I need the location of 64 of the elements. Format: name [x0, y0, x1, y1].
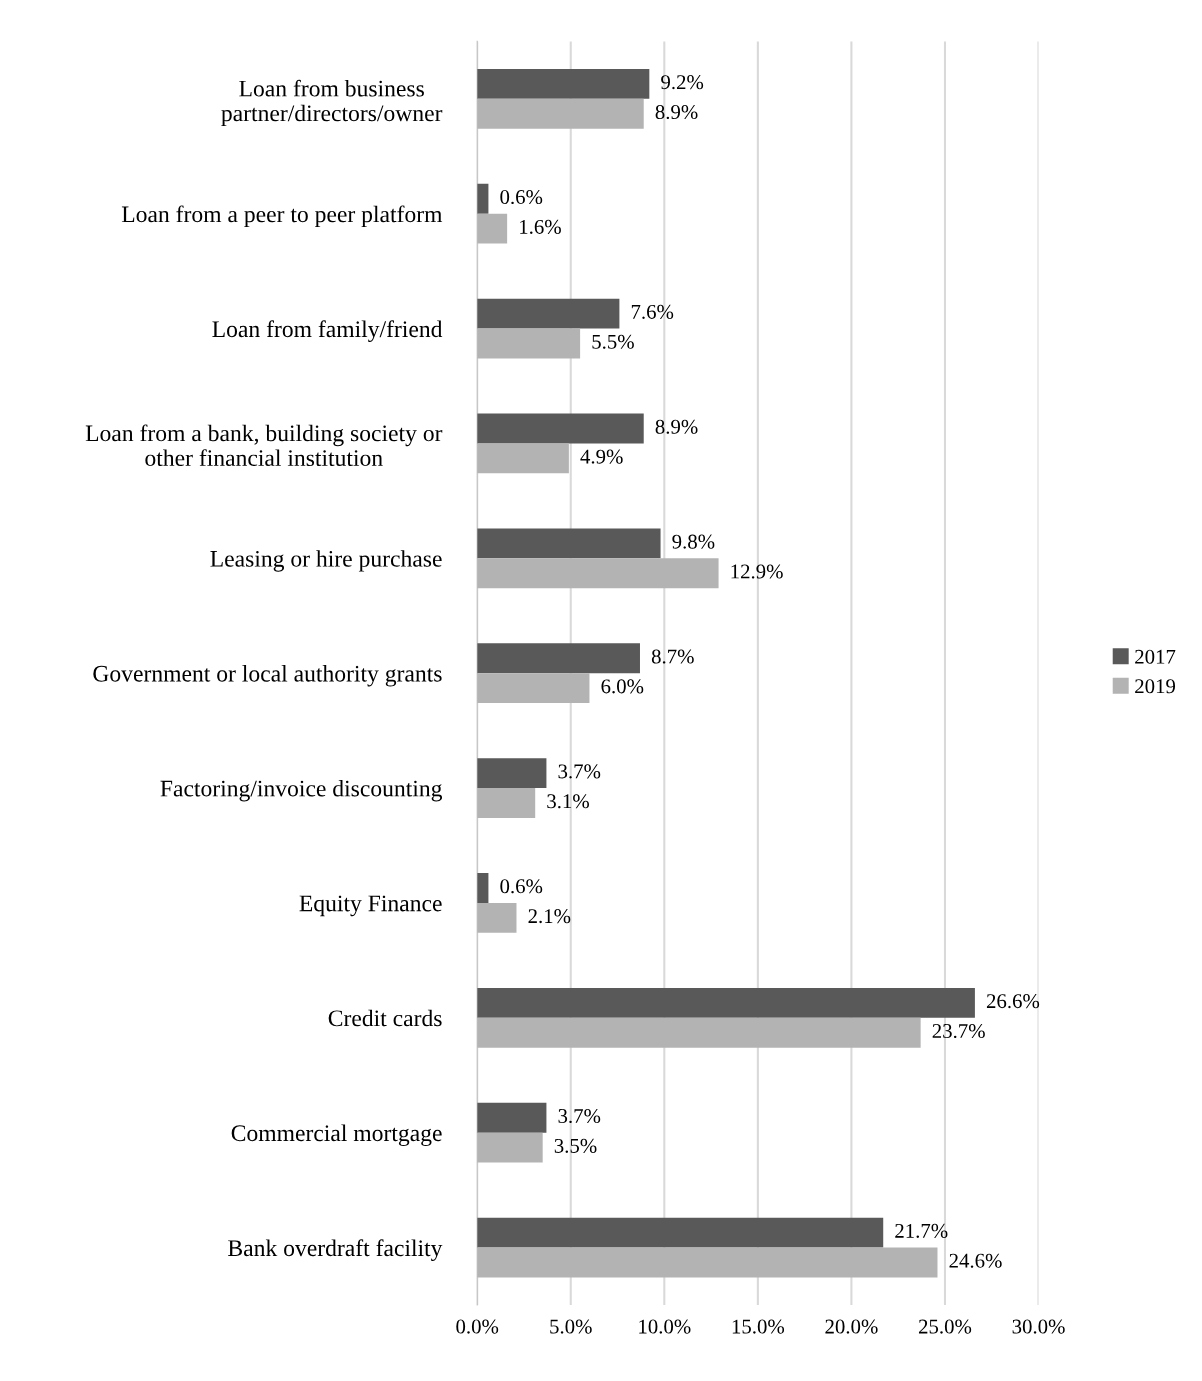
data-label: 24.6%	[949, 1253, 1002, 1268]
bar	[477, 443, 569, 474]
data-label: 2.1%	[528, 909, 571, 924]
data-label: 6.0%	[601, 679, 644, 694]
bar	[477, 69, 650, 99]
y-tick-label: Factoring/invoice discounting	[160, 779, 443, 802]
data-label: 23.7%	[932, 1023, 985, 1039]
legend-label: 2019	[1135, 679, 1176, 694]
data-label: 8.7%	[651, 649, 694, 664]
y-tick-label: Loan from a bank, building society or other financial institution	[85, 424, 443, 467]
x-tick-label: 25.0%	[918, 1319, 972, 1334]
data-label: 8.9%	[655, 104, 698, 120]
y-tick-label: Leasing or hire purchase	[210, 550, 442, 572]
data-label: 9.2%	[661, 75, 704, 90]
bar	[477, 558, 719, 589]
x-tick-label: 5.0%	[550, 1319, 592, 1334]
x-tick-label: 15.0%	[732, 1319, 785, 1334]
bar	[477, 788, 536, 818]
data-label: 3.7%	[558, 764, 601, 779]
data-label: 9.8%	[672, 534, 715, 549]
bar	[477, 328, 581, 359]
data-label: 7.6%	[631, 304, 674, 319]
data-label: 21.7%	[895, 1223, 948, 1238]
data-label: 3.1%	[547, 794, 589, 809]
legend-label: 2017	[1135, 649, 1176, 664]
bar	[477, 643, 640, 674]
y-tick-label: Loan from a peer to peer platform	[121, 205, 443, 228]
bar	[477, 183, 489, 214]
bar	[477, 758, 547, 789]
x-tick-label: 10.0%	[639, 1319, 691, 1334]
bar	[477, 987, 975, 1018]
bar	[477, 413, 644, 444]
bar	[477, 1132, 543, 1163]
bar	[477, 528, 661, 559]
bar	[477, 298, 620, 329]
data-label: 26.6%	[986, 994, 1040, 1009]
x-tick-label: 0.0%	[456, 1319, 499, 1334]
x-tick-label: 30.0%	[1012, 1319, 1065, 1334]
y-tick-label: Equity Finance	[299, 895, 442, 917]
data-label: 0.6%	[500, 879, 543, 894]
x-tick-label: 20.0%	[825, 1319, 878, 1334]
y-tick-label: Loan from business partner/directors/owner	[221, 79, 443, 127]
bar	[477, 98, 644, 129]
bar	[477, 873, 489, 903]
y-tick-label: Bank overdraft facility	[228, 1239, 443, 1262]
y-tick-label: Loan from family/friend	[212, 320, 443, 343]
data-label: 5.5%	[592, 334, 634, 349]
bar	[477, 213, 508, 244]
bar	[477, 1017, 921, 1048]
bar	[477, 1217, 884, 1248]
bar	[477, 902, 517, 933]
data-label: 3.7%	[558, 1108, 601, 1124]
data-label: 4.9%	[580, 449, 623, 464]
data-label: 1.6%	[520, 219, 561, 234]
y-tick-label: Government or local authority grants	[93, 665, 442, 687]
data-label: 0.6%	[500, 189, 543, 205]
bar	[477, 1102, 547, 1133]
y-tick-label: Credit cards	[328, 1009, 442, 1027]
data-label: 3.5%	[554, 1138, 597, 1153]
data-label: 12.9%	[731, 564, 783, 579]
bar	[477, 673, 590, 704]
data-label: 8.9%	[655, 419, 698, 434]
bar	[477, 1247, 938, 1278]
y-tick-label: Commercial mortgage	[231, 1124, 442, 1147]
